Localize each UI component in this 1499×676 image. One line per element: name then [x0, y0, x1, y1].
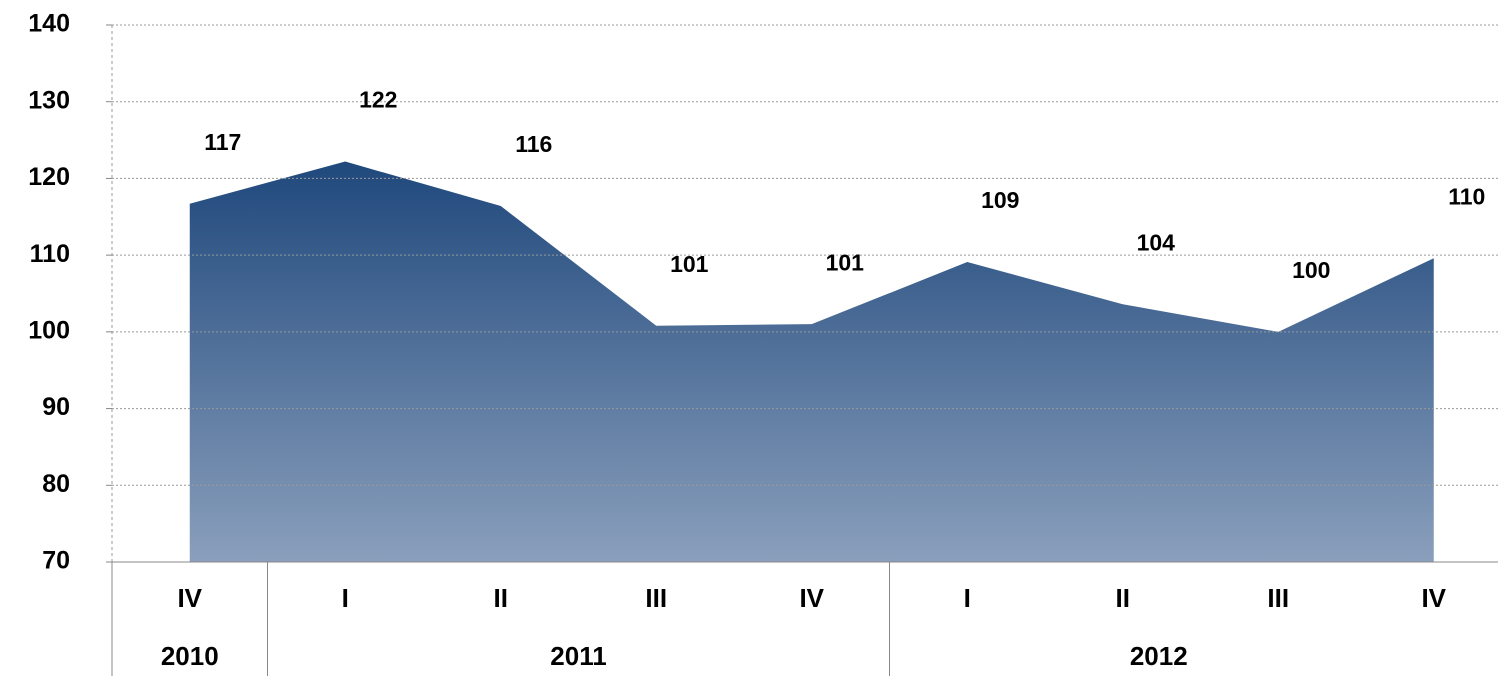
year-label: 2010: [161, 641, 219, 671]
x-tick-label: III: [1267, 583, 1289, 613]
data-label: 109: [981, 187, 1019, 213]
year-label: 2012: [1130, 641, 1188, 671]
data-label: 100: [1292, 257, 1330, 283]
y-tick-label: 130: [28, 86, 70, 114]
x-tick-label: IV: [799, 583, 824, 613]
y-tick-label: 90: [42, 393, 70, 421]
y-tick-label: 70: [42, 547, 70, 575]
data-label: 116: [515, 131, 552, 157]
y-tick-label: 120: [28, 163, 70, 191]
x-tick-label: I: [342, 583, 349, 613]
data-label: 117: [204, 129, 241, 155]
data-label: 110: [1448, 183, 1485, 209]
x-tick-label: III: [645, 583, 667, 613]
data-label: 122: [359, 87, 397, 113]
x-tick-label: I: [964, 583, 971, 613]
year-label: 2011: [550, 641, 606, 671]
data-label: 101: [670, 251, 709, 277]
y-tick-label: 140: [28, 10, 70, 38]
x-tick-label: II: [1116, 583, 1130, 613]
x-tick-label: IV: [1421, 583, 1446, 613]
y-tick-label: 110: [30, 240, 70, 268]
data-label: 101: [826, 249, 865, 275]
area: [189, 161, 1434, 562]
y-tick-label: 80: [42, 470, 70, 498]
y-tick-label: 100: [28, 316, 70, 344]
x-tick-label: IV: [177, 583, 202, 613]
x-tick-label: II: [494, 583, 508, 613]
data-label: 104: [1137, 229, 1176, 255]
